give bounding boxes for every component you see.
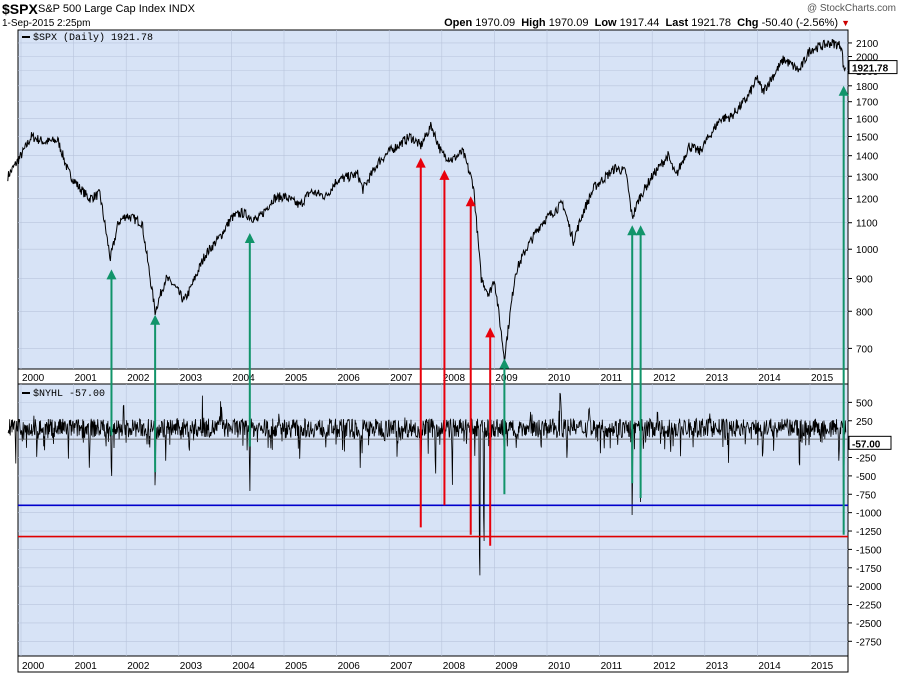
y-tick-label: -1750 xyxy=(856,564,882,575)
x-tick-label: 2012 xyxy=(653,661,676,672)
x-tick-label: 2006 xyxy=(338,373,361,384)
x-tick-label: 2008 xyxy=(443,373,466,384)
y-tick-label: 1300 xyxy=(856,172,879,183)
x-tick-label: 2008 xyxy=(443,661,466,672)
nyhl-last-tag-box xyxy=(848,435,892,450)
y-tick-label: -1500 xyxy=(856,545,882,556)
y-tick-label: -2500 xyxy=(856,619,882,630)
x-tick-label: 2014 xyxy=(758,661,781,672)
x-tick-label: 2002 xyxy=(127,373,150,384)
x-tick-label: 2004 xyxy=(232,661,255,672)
x-tick-label: 2015 xyxy=(811,661,834,672)
x-tick-label: 2000 xyxy=(22,661,45,672)
change-value: -50.40 (-2.56%) xyxy=(761,17,839,29)
open-value: 1970.09 xyxy=(475,17,516,29)
y-tick-label: 250 xyxy=(856,417,873,428)
spx-last-tag-box xyxy=(848,60,898,75)
down-triangle-icon: ▼ xyxy=(841,18,850,28)
bearish-arrow-head xyxy=(465,196,476,207)
bullish-arrow-head xyxy=(627,225,638,236)
x-tick-label: 2001 xyxy=(75,373,98,384)
x-tick-label: 2010 xyxy=(548,661,571,672)
y-tick-label: 1700 xyxy=(856,98,879,109)
chart-header: $SPX S&P 500 Large Cap Index INDX 1-Sep-… xyxy=(0,0,900,30)
y-tick-label: -250 xyxy=(856,454,876,465)
x-tick-label: 2005 xyxy=(285,373,308,384)
bearish-arrow-head xyxy=(439,169,450,180)
y-tick-label: -1250 xyxy=(856,527,882,538)
price-panel xyxy=(17,29,849,370)
y-tick-label: 1000 xyxy=(856,245,879,256)
bullish-arrow-head xyxy=(150,314,161,325)
y-tick-label: 800 xyxy=(856,307,873,318)
y-tick-label: 2000 xyxy=(856,53,879,64)
nyhl-legend: $NYHL -57.00 xyxy=(33,388,105,400)
x-tick-label: 2000 xyxy=(22,373,45,384)
bullish-arrow-head xyxy=(499,358,510,369)
x-tick-label: 2005 xyxy=(285,661,308,672)
y-tick-label: -2000 xyxy=(856,582,882,593)
y-tick-label: 1600 xyxy=(856,115,879,126)
symbol[interactable]: $SPX xyxy=(2,1,38,17)
bullish-arrow-head xyxy=(106,269,117,280)
x-tick-label: 2006 xyxy=(338,661,361,672)
spx-legend: $SPX (Daily) 1921.78 xyxy=(33,32,153,44)
bullish-arrow-head xyxy=(838,85,849,96)
y-tick-label: 1400 xyxy=(856,152,879,163)
bearish-arrow-head xyxy=(415,157,426,168)
x-tick-label: 2011 xyxy=(601,661,623,672)
y-tick-label: -750 xyxy=(856,490,876,501)
spx-last-tag: 1921.78 xyxy=(852,64,889,75)
low-value: 1917.44 xyxy=(619,17,660,29)
x-axis-band-bottom xyxy=(17,655,849,673)
index-name: S&P 500 Large Cap Index INDX xyxy=(38,3,195,15)
y-tick-label: 700 xyxy=(856,344,873,355)
x-tick-label: 2015 xyxy=(811,373,834,384)
x-tick-label: 2002 xyxy=(127,661,150,672)
x-tick-label: 2011 xyxy=(601,373,623,384)
x-tick-label: 2012 xyxy=(653,373,676,384)
last-value: 1921.78 xyxy=(691,17,731,29)
spx-series-line xyxy=(7,39,847,362)
x-tick-label: 2004 xyxy=(232,373,255,384)
y-tick-label: 500 xyxy=(856,398,873,409)
x-tick-label: 2009 xyxy=(495,661,518,672)
x-tick-label: 2014 xyxy=(758,373,781,384)
y-tick-label: 1200 xyxy=(856,195,879,206)
y-tick-label: 2100 xyxy=(856,39,879,50)
y-tick-label: 900 xyxy=(856,275,873,286)
x-tick-label: 2003 xyxy=(180,373,203,384)
x-tick-label: 2013 xyxy=(706,661,729,672)
bullish-arrow-head xyxy=(244,233,255,244)
y-tick-label: 1500 xyxy=(856,132,879,143)
x-tick-label: 2001 xyxy=(75,661,98,672)
bearish-arrow-head xyxy=(485,327,496,338)
nyhl-series-line xyxy=(7,392,847,576)
quote-bar: Open 1970.09 High 1970.09 Low 1917.44 La… xyxy=(444,17,850,29)
x-tick-label: 2007 xyxy=(390,661,413,672)
y-tick-label: -1000 xyxy=(856,509,882,520)
y-tick-label: -2250 xyxy=(856,601,882,612)
x-tick-label: 2010 xyxy=(548,373,571,384)
y-tick-label: -500 xyxy=(856,472,876,483)
datetime: 1-Sep-2015 2:25pm xyxy=(2,18,91,29)
x-tick-label: 2003 xyxy=(180,661,203,672)
bullish-arrow-head xyxy=(635,225,646,236)
y-tick-label: 1100 xyxy=(856,219,878,230)
x-tick-label: 2013 xyxy=(706,373,729,384)
watermark[interactable]: @ StockCharts.com xyxy=(806,3,896,14)
exchange: INDX xyxy=(168,3,195,15)
high-value: 1970.09 xyxy=(548,17,589,29)
x-tick-label: 2009 xyxy=(495,373,518,384)
y-tick-label: 1800 xyxy=(856,82,879,93)
x-tick-label: 2007 xyxy=(390,373,413,384)
nyhl-last-tag: -57.00 xyxy=(852,439,881,450)
y-tick-label: -2750 xyxy=(856,637,882,648)
